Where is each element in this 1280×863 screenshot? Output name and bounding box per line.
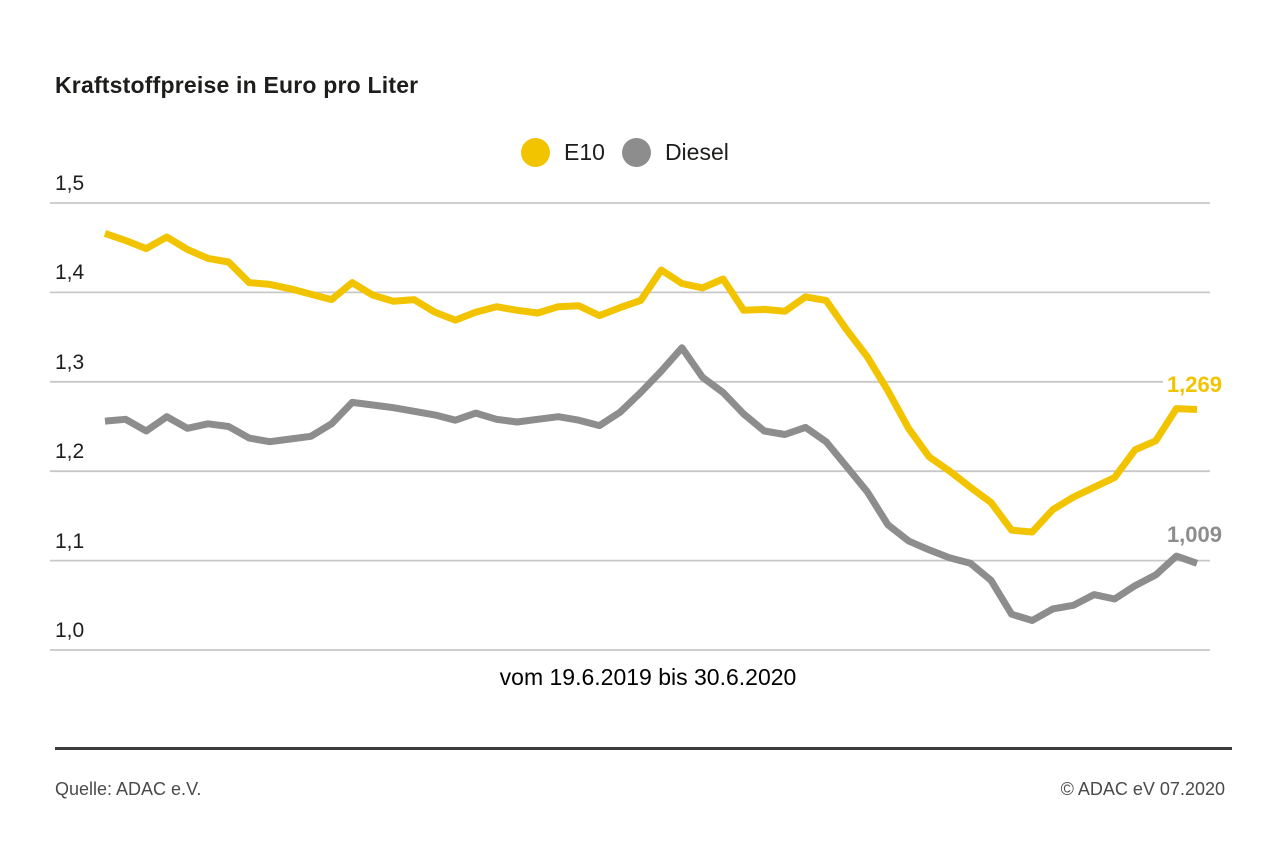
legend-item-diesel: Diesel bbox=[621, 138, 729, 167]
diesel-end-value-label: 1,009 bbox=[1162, 524, 1222, 546]
source-text: Quelle: ADAC e.V. bbox=[55, 779, 202, 799]
copyright-text: © ADAC eV 07.2020 bbox=[1060, 779, 1225, 799]
chart-legend: E10 Diesel bbox=[521, 138, 729, 167]
diesel-legend-dot-icon bbox=[621, 138, 651, 167]
e10-legend-dot-icon bbox=[521, 138, 550, 167]
y-tick-label: 1,0 bbox=[55, 619, 85, 642]
y-tick-label: 1,2 bbox=[55, 440, 85, 464]
legend-label-e10: E10 bbox=[564, 139, 605, 165]
footer-divider bbox=[55, 747, 1232, 750]
chart-title: Kraftstoffpreise in Euro pro Liter bbox=[55, 72, 419, 98]
e10-end-value-label: 1,269 bbox=[1162, 374, 1222, 396]
legend-item-e10: E10 bbox=[521, 138, 605, 167]
diesel-line bbox=[104, 344, 1199, 624]
y-tick-label: 1,4 bbox=[55, 261, 85, 285]
y-tick-label: 1,3 bbox=[55, 350, 85, 374]
e10-line bbox=[103, 230, 1198, 536]
y-tick-label: 1,5 bbox=[55, 172, 85, 195]
legend-label-diesel: Diesel bbox=[664, 139, 729, 165]
x-axis-caption: vom 19.6.2019 bis 30.6.2020 bbox=[499, 664, 797, 690]
y-tick-label: 1,1 bbox=[55, 529, 85, 553]
